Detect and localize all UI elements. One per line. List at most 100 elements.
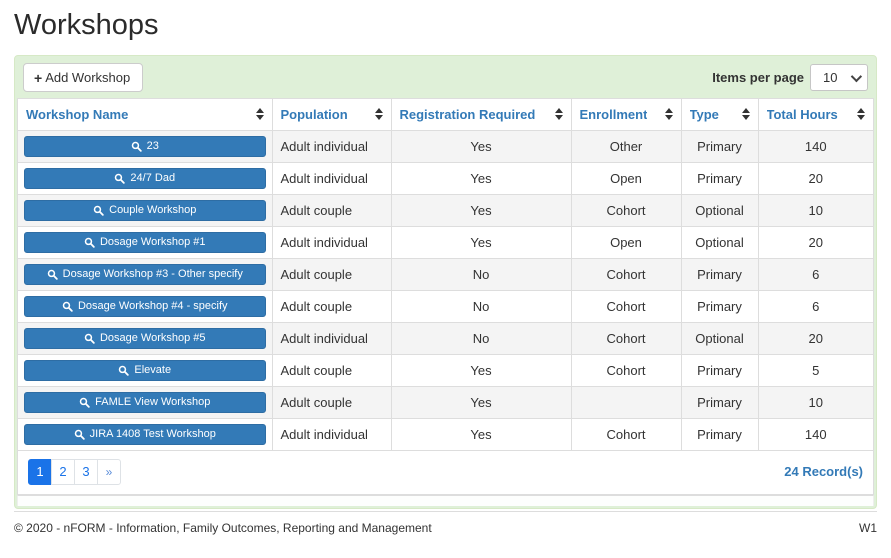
table-row: FAMLE View Workshop Adult couple Yes Primar… (18, 385, 873, 419)
record-count: 24 Record(s) (784, 464, 863, 479)
footer-divider (14, 511, 877, 512)
sort-arrows-icon[interactable] (554, 108, 563, 121)
workshop-link-button[interactable]: Dosage Workshop #3 - Other specify (24, 263, 266, 285)
column-label: Workshop Name (26, 106, 129, 122)
population-cell: Adult couple (271, 193, 392, 227)
column-header-5: Total Hours (757, 99, 873, 131)
population-cell: Adult individual (271, 225, 392, 259)
type-cell: Primary (680, 417, 759, 451)
column-label: Registration Required (399, 106, 536, 122)
enrollment-cell: Cohort (570, 257, 682, 291)
total-hours-cell: 20 (757, 321, 873, 355)
column-label: Type (689, 106, 719, 122)
pagination-page-3[interactable]: 3 (74, 458, 98, 485)
magnifier-icon (62, 301, 73, 312)
workshop-link-button[interactable]: JIRA 1408 Test Workshop (24, 423, 266, 445)
population-cell: Adult couple (271, 257, 392, 291)
type-cell: Primary (680, 129, 759, 163)
column-label: Population (280, 106, 348, 122)
population-cell: Adult couple (271, 289, 392, 323)
sort-arrows-icon[interactable] (255, 108, 264, 121)
type-cell: Primary (680, 353, 759, 387)
population-cell: Adult couple (271, 353, 392, 387)
population-cell: Adult individual (271, 321, 392, 355)
workshop-link-button[interactable]: Dosage Workshop #5 (24, 327, 266, 349)
registration-required-cell: Yes (390, 161, 572, 195)
pagination-next-button[interactable]: » (97, 458, 121, 485)
workshop-link-button[interactable]: Dosage Workshop #4 - specify (24, 295, 266, 317)
sort-arrows-icon[interactable] (857, 108, 865, 121)
workshop-name-label: JIRA 1408 Test Workshop (89, 428, 216, 440)
total-hours-cell: 6 (757, 257, 873, 291)
total-hours-cell: 5 (757, 353, 873, 387)
workshop-link-button[interactable]: 24/7 Dad (24, 167, 266, 189)
column-header-1: Population (271, 99, 392, 131)
table-row: Dosage Workshop #5 Adult individual No Coho… (18, 321, 873, 355)
registration-required-cell: Yes (390, 129, 572, 163)
workshop-name-cell: Couple Workshop (18, 193, 273, 227)
footer-copyright: © 2020 - nFORM - Information, Family Out… (14, 521, 432, 535)
column-header-3: Enrollment (570, 99, 682, 131)
items-per-page-select[interactable]: 10 (810, 64, 868, 91)
workshops-table-wrap: Workshop Name Population Registration Requ… (17, 98, 874, 451)
type-cell: Optional (680, 321, 759, 355)
workshop-name-cell: Dosage Workshop #1 (18, 225, 273, 259)
workshop-name-cell: Dosage Workshop #4 - specify (18, 289, 273, 323)
table-row: Dosage Workshop #1 Adult individual Yes Ope… (18, 225, 873, 259)
registration-required-cell: No (390, 289, 572, 323)
total-hours-cell: 6 (757, 289, 873, 323)
add-workshop-button[interactable]: + Add Workshop (23, 63, 144, 92)
magnifier-icon (93, 205, 104, 216)
workshop-name-label: FAMLE View Workshop (95, 396, 211, 408)
workshop-link-button[interactable]: Elevate (24, 359, 266, 381)
workshop-link-button[interactable]: Dosage Workshop #1 (24, 231, 266, 253)
workshop-name-label: 24/7 Dad (130, 172, 176, 184)
magnifier-icon (74, 429, 85, 440)
workshop-name-cell: JIRA 1408 Test Workshop (18, 417, 273, 451)
table-row: 23 Adult individual Yes Other Primary 140 (18, 129, 873, 163)
type-cell: Primary (680, 385, 759, 419)
enrollment-cell: Cohort (570, 289, 682, 323)
registration-required-cell: Yes (390, 385, 572, 419)
population-cell: Adult couple (271, 385, 392, 419)
registration-required-cell: Yes (390, 353, 572, 387)
population-cell: Adult individual (271, 161, 392, 195)
enrollment-cell: Other (570, 129, 682, 163)
population-cell: Adult individual (271, 417, 392, 451)
registration-required-cell: Yes (390, 225, 572, 259)
total-hours-cell: 20 (757, 161, 873, 195)
enrollment-cell: Cohort (570, 353, 682, 387)
magnifier-icon (131, 141, 142, 152)
population-cell: Adult individual (271, 129, 392, 163)
magnifier-icon (47, 269, 58, 280)
sort-arrows-icon[interactable] (741, 108, 750, 121)
add-workshop-button-label: Add Workshop (45, 70, 131, 85)
magnifier-icon (79, 397, 90, 408)
workshop-name-label: Elevate (134, 364, 172, 376)
items-per-page: Items per page 10 (712, 64, 868, 91)
pagination-page-2[interactable]: 2 (51, 458, 75, 485)
total-hours-cell: 140 (757, 417, 873, 451)
table-row: Dosage Workshop #3 - Other specify Adult … (18, 257, 873, 291)
total-hours-cell: 10 (757, 385, 873, 419)
footer-site-code: W1 (859, 521, 877, 535)
column-label: Total Hours (766, 106, 838, 122)
workshop-link-button[interactable]: 23 (24, 135, 266, 157)
workshop-name-label: Dosage Workshop #4 - specify (77, 300, 228, 312)
workshop-name-cell: Elevate (18, 353, 273, 387)
workshops-page: Workshops + Add Workshop Items per page … (14, 9, 877, 509)
workshop-link-button[interactable]: FAMLE View Workshop (24, 391, 266, 413)
total-hours-cell: 140 (757, 129, 873, 163)
total-hours-cell: 10 (757, 193, 873, 227)
sort-arrows-icon[interactable] (374, 108, 383, 121)
registration-required-cell: Yes (390, 417, 572, 451)
registration-required-cell: Yes (390, 193, 572, 227)
sort-arrows-icon[interactable] (664, 108, 673, 121)
table-row: Elevate Adult couple Yes Cohort Primary 5 (18, 353, 873, 387)
chevron-down-icon (850, 70, 863, 82)
pagination: 1 2 3» (28, 458, 121, 485)
workshop-link-button[interactable]: Couple Workshop (24, 199, 266, 221)
type-cell: Optional (680, 193, 759, 227)
magnifier-icon (84, 333, 95, 344)
pagination-page-1[interactable]: 1 (28, 458, 52, 485)
